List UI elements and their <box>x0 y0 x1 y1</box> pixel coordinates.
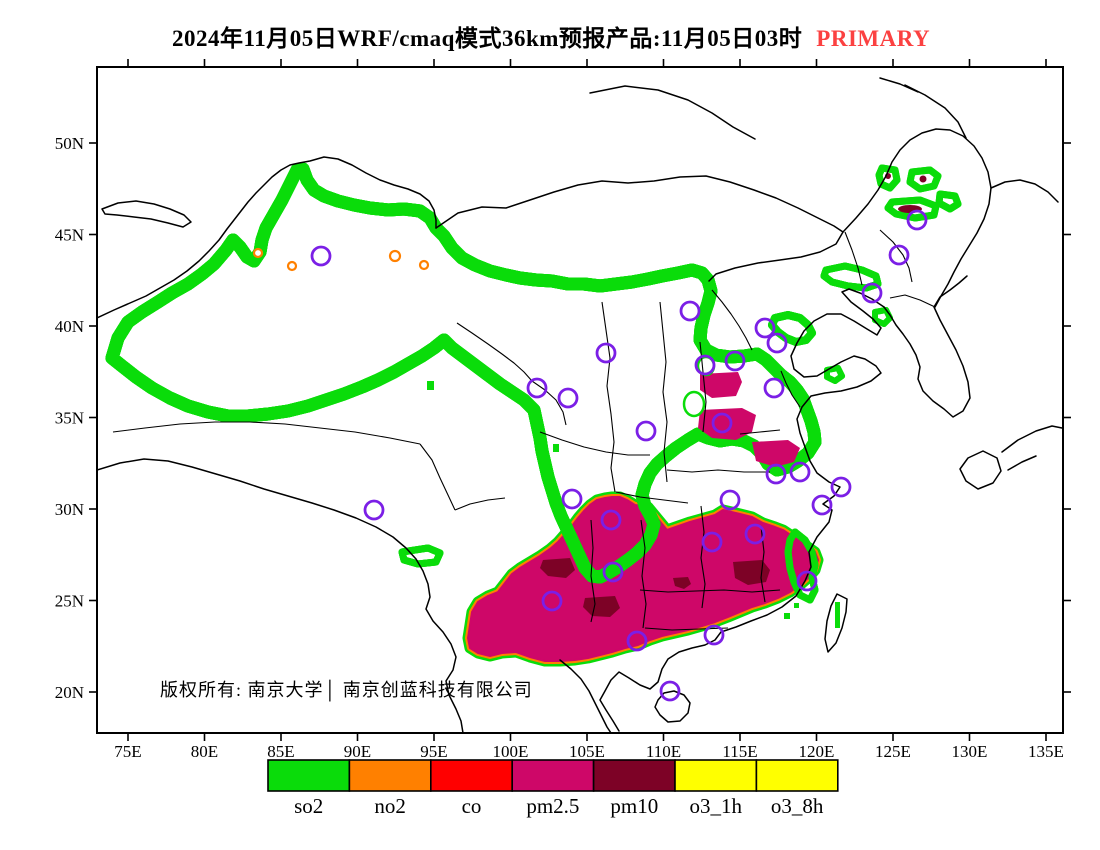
pm25-region <box>462 491 824 667</box>
coastlines <box>97 77 1063 733</box>
legend-label-so2: so2 <box>294 794 323 818</box>
x-tick-label: 100E <box>493 742 529 761</box>
y-tick-label: 50N <box>55 134 84 153</box>
legend-label-pm10: pm10 <box>610 794 658 818</box>
title-main: 2024年11月05日WRF/cmaq模式36km预报产品:11月05日03时 <box>172 25 802 51</box>
x-tick-label: 75E <box>114 742 141 761</box>
legend-swatch-no2 <box>348 759 432 792</box>
x-axis-ticks <box>127 59 1047 741</box>
x-tick-label: 105E <box>569 742 605 761</box>
x-tick-label: 110E <box>646 742 681 761</box>
copyright-text: 版权所有: 南京大学│ 南京创蓝科技有限公司 <box>160 679 533 702</box>
setibet-pollution-patch <box>398 544 444 568</box>
y-tick-label: 20N <box>55 683 84 702</box>
legend-label-co: co <box>462 794 482 818</box>
x-tick-label: 125E <box>875 742 911 761</box>
map-plot-area: 版权所有: 南京大学│ 南京创蓝科技有限公司 <box>97 67 1063 733</box>
y-tick-label: 45N <box>55 226 84 245</box>
legend-swatch-so2 <box>267 759 351 792</box>
legend-label-o31h: o3_1h <box>689 794 742 818</box>
y-tick-label: 40N <box>55 317 84 336</box>
y-axis-ticks <box>89 142 1071 693</box>
legend-swatch-o38h <box>755 759 839 792</box>
y-axis-labels: 50N 45N 40N 35N 30N 25N 20N <box>55 134 84 702</box>
y-tick-label: 35N <box>55 409 84 428</box>
y-tick-label: 30N <box>55 500 84 519</box>
x-tick-label: 80E <box>191 742 218 761</box>
x-tick-label: 135E <box>1028 742 1064 761</box>
title-primary-tag: PRIMARY <box>816 26 930 51</box>
legend-swatch-pm25 <box>511 759 595 792</box>
x-tick-label: 130E <box>952 742 988 761</box>
x-tick-label: 115E <box>722 742 757 761</box>
so2-dots <box>427 381 840 628</box>
x-axis-labels: 75E 80E 85E 90E 95E 100E 105E 110E 115E … <box>114 742 1064 761</box>
y-tick-label: 25N <box>55 592 84 611</box>
pm10-region <box>105 162 822 584</box>
x-tick-label: 95E <box>420 742 447 761</box>
x-tick-label: 85E <box>267 742 294 761</box>
pollutant-legend: so2 no2 co pm2.5 pm10 o3_1h o3_8h <box>267 759 839 818</box>
x-tick-label: 120E <box>799 742 835 761</box>
legend-label-o38h: o3_8h <box>771 794 824 818</box>
beijing-pollution-patch <box>768 311 816 346</box>
legend-swatch-co <box>429 759 513 792</box>
x-tick-label: 90E <box>344 742 371 761</box>
legend-label-pm25: pm2.5 <box>526 794 579 818</box>
fujian-coastal-patch <box>784 528 819 604</box>
legend-swatch-pm10 <box>592 759 676 792</box>
legend-label-no2: no2 <box>374 794 406 818</box>
page-title: 2024年11月05日WRF/cmaq模式36km预报产品:11月05日03时 P… <box>172 25 930 51</box>
station-markers <box>310 209 928 702</box>
legend-swatch-o31h <box>674 759 758 792</box>
pm25-inner-patches <box>698 372 800 467</box>
map-frame: 75E 80E 85E 90E 95E 100E 105E 110E 115E … <box>55 59 1071 761</box>
